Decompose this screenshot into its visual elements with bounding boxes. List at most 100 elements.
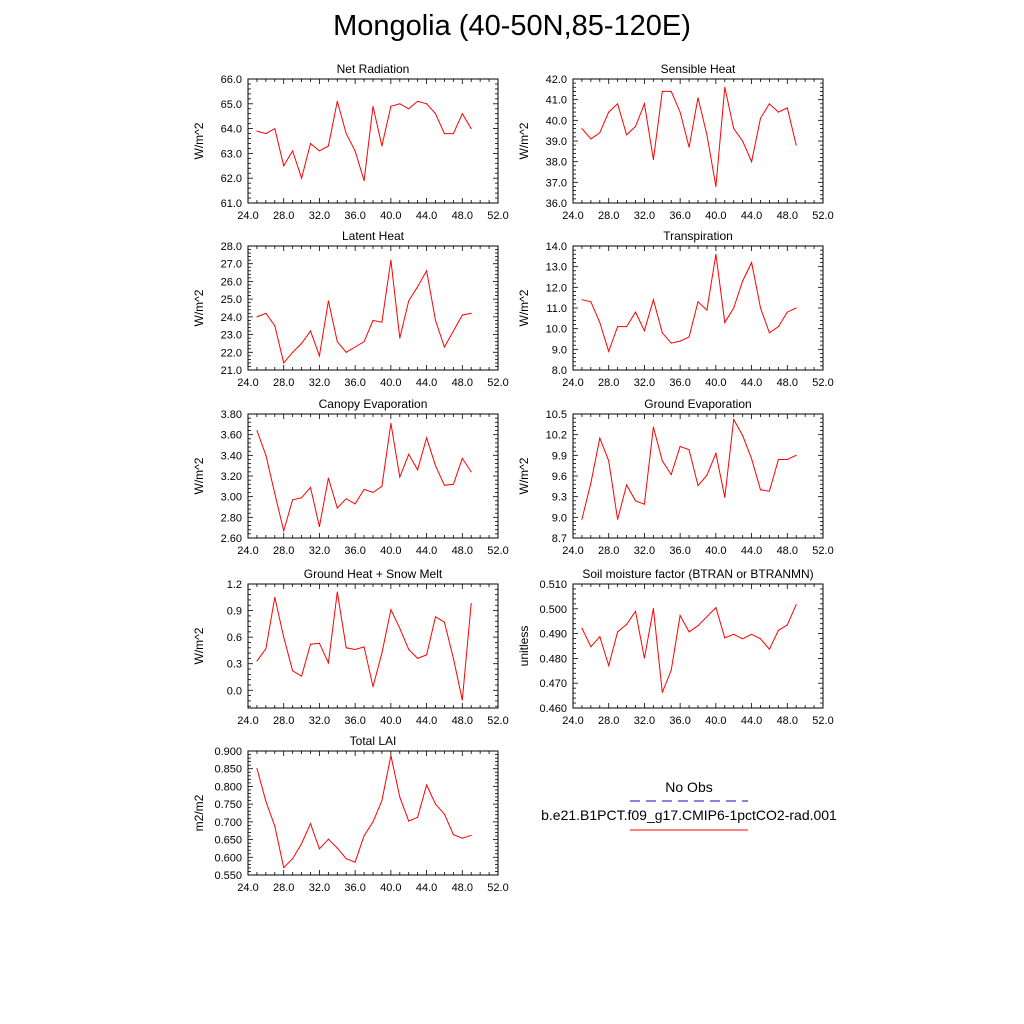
data-point xyxy=(363,341,365,343)
x-tick-label: 44.0 xyxy=(416,715,437,727)
data-point xyxy=(452,834,454,836)
data-point xyxy=(688,449,690,451)
y-tick-label: 21.0 xyxy=(221,365,242,377)
x-tick-label: 32.0 xyxy=(309,545,330,557)
y-tick-label: 26.0 xyxy=(221,276,242,288)
data-point xyxy=(292,858,294,860)
y-tick-label: 9.6 xyxy=(552,471,567,483)
data-point xyxy=(670,669,672,671)
y-tick-label: 0.470 xyxy=(539,678,567,690)
y-tick-label: 0.490 xyxy=(539,629,567,641)
plot-frame xyxy=(247,750,499,876)
x-tick-label: 40.0 xyxy=(705,210,726,222)
x-tick-label: 24.0 xyxy=(562,377,583,389)
data-point xyxy=(742,434,744,436)
data-point xyxy=(652,608,654,610)
data-point xyxy=(310,823,311,825)
x-tick-label: 52.0 xyxy=(487,210,508,222)
data-point xyxy=(733,128,735,130)
data-point xyxy=(697,301,699,303)
x-tick-label: 48.0 xyxy=(777,210,798,222)
data-point xyxy=(688,336,690,338)
y-tick-label: 9.0 xyxy=(552,344,567,356)
series-line xyxy=(256,755,472,869)
data-point xyxy=(617,103,619,105)
x-tick-label: 24.0 xyxy=(562,715,583,727)
x-tick-label: 36.0 xyxy=(669,377,690,389)
data-point xyxy=(283,165,285,167)
data-point xyxy=(470,128,472,130)
x-tick-label: 28.0 xyxy=(273,715,294,727)
x-tick-label: 32.0 xyxy=(634,377,655,389)
x-tick-label: 40.0 xyxy=(705,715,726,727)
data-point xyxy=(292,150,294,152)
y-tick-label: 38.0 xyxy=(546,157,567,169)
x-tick-label: 32.0 xyxy=(309,882,330,894)
data-point xyxy=(715,452,717,454)
data-point xyxy=(715,253,717,255)
y-tick-label: 10.5 xyxy=(546,409,567,421)
series-line xyxy=(581,417,797,520)
data-point xyxy=(443,813,445,815)
x-tick-label: 32.0 xyxy=(309,210,330,222)
data-point xyxy=(274,493,276,495)
data-point xyxy=(626,484,628,486)
y-tick-label: 37.0 xyxy=(546,177,567,189)
data-point xyxy=(327,145,329,147)
data-point xyxy=(733,633,735,635)
data-point xyxy=(310,643,311,645)
x-tick-label: 36.0 xyxy=(344,545,365,557)
data-point xyxy=(461,113,463,115)
x-tick-label: 36.0 xyxy=(669,715,690,727)
data-point xyxy=(470,471,472,473)
x-tick-label: 48.0 xyxy=(777,545,798,557)
panel-title: Ground Heat + Snow Melt xyxy=(304,567,443,581)
x-tick-label: 40.0 xyxy=(705,545,726,557)
data-point xyxy=(318,526,320,528)
y-tick-label: 11.0 xyxy=(546,303,567,315)
data-point xyxy=(408,453,410,455)
y-tick-label: 8.0 xyxy=(552,365,567,377)
data-point xyxy=(310,330,311,332)
y-tick-label: 64.0 xyxy=(221,124,242,136)
x-tick-label: 44.0 xyxy=(741,715,762,727)
x-tick-label: 28.0 xyxy=(598,377,619,389)
data-point xyxy=(390,422,392,424)
plot-frame xyxy=(247,78,499,204)
plot-frame xyxy=(247,245,499,371)
data-point xyxy=(283,636,285,638)
y-tick-label: 3.80 xyxy=(221,409,242,421)
data-point xyxy=(435,803,436,805)
data-point xyxy=(274,825,276,827)
x-tick-label: 52.0 xyxy=(487,715,508,727)
data-point xyxy=(372,319,374,321)
y-tick-label: 3.20 xyxy=(221,471,242,483)
y-tick-label: 0.800 xyxy=(214,781,242,793)
data-point xyxy=(590,138,592,140)
y-tick-label: 3.60 xyxy=(221,430,242,442)
x-tick-label: 24.0 xyxy=(237,545,258,557)
data-point xyxy=(363,488,365,490)
data-point xyxy=(581,128,583,130)
data-point xyxy=(408,649,410,651)
data-point xyxy=(760,489,761,491)
x-tick-label: 28.0 xyxy=(273,377,294,389)
panel-soil-moisture-factor-btran-or-btranmn: 24.0 28.0 32.0 36.0 40.0 44.0 48.0 52.0 0.460 0.4… xyxy=(517,567,834,727)
data-point xyxy=(608,350,610,352)
data-point xyxy=(283,867,285,869)
data-point xyxy=(452,133,454,135)
data-point xyxy=(274,128,276,130)
panel-sensible-heat: 24.0 28.0 32.0 36.0 40.0 44.0 48.0 52.0 36.0 37.0… xyxy=(517,62,834,222)
y-tick-label: 1.2 xyxy=(227,579,242,591)
x-tick-label: 48.0 xyxy=(452,715,473,727)
data-point xyxy=(426,784,428,786)
panel-title: Sensible Heat xyxy=(661,62,736,76)
data-point xyxy=(417,657,419,659)
data-point xyxy=(643,503,645,505)
data-point xyxy=(777,458,779,460)
plot-frame xyxy=(247,413,499,539)
panel-title: Ground Evaporation xyxy=(644,397,751,411)
data-point xyxy=(670,474,672,476)
y-axis-label: W/m^2 xyxy=(192,457,206,494)
data-point xyxy=(390,609,392,611)
